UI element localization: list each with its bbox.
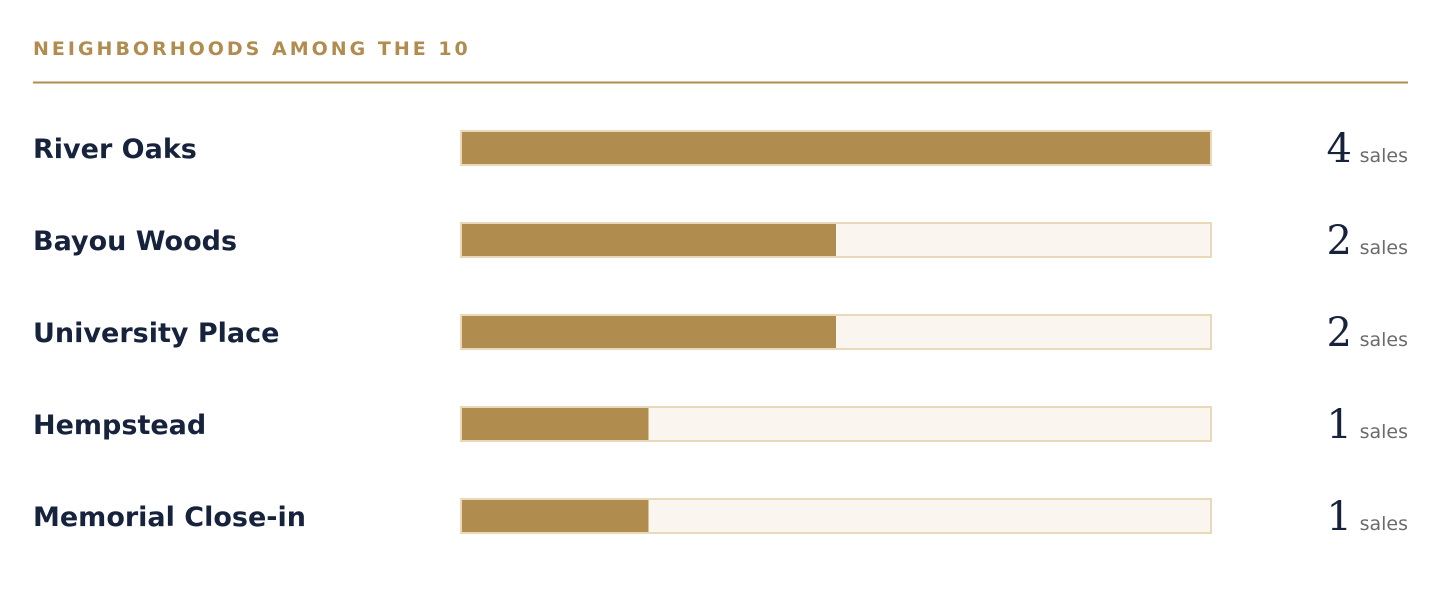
value-label: 2	[1327, 310, 1352, 356]
bar	[461, 223, 836, 257]
bar	[461, 131, 1211, 165]
category-label: Bayou Woods	[33, 226, 237, 257]
unit-label: sales	[1360, 145, 1408, 167]
value-label: 1	[1327, 494, 1352, 540]
bar-track-border	[460, 222, 1212, 258]
unit-label: sales	[1360, 329, 1408, 351]
value-label: 1	[1327, 402, 1352, 448]
unit-label: sales	[1360, 513, 1408, 535]
chart-title: NEIGHBORHOODS AMONG THE 10	[33, 38, 471, 60]
bar	[461, 407, 649, 441]
bar-track-border	[460, 314, 1212, 350]
unit-label: sales	[1360, 237, 1408, 259]
bar	[461, 315, 836, 349]
bar	[461, 499, 649, 533]
unit-label: sales	[1360, 421, 1408, 443]
category-label: River Oaks	[33, 134, 197, 165]
category-label: Hempstead	[33, 410, 206, 441]
value-label: 4	[1327, 126, 1352, 172]
value-label: 2	[1327, 218, 1352, 264]
category-label: Memorial Close-in	[33, 502, 306, 533]
bar-track-border	[460, 130, 1212, 166]
category-label: University Place	[33, 318, 279, 349]
bar-track-border	[460, 498, 1212, 534]
bar-track-border	[460, 406, 1212, 442]
